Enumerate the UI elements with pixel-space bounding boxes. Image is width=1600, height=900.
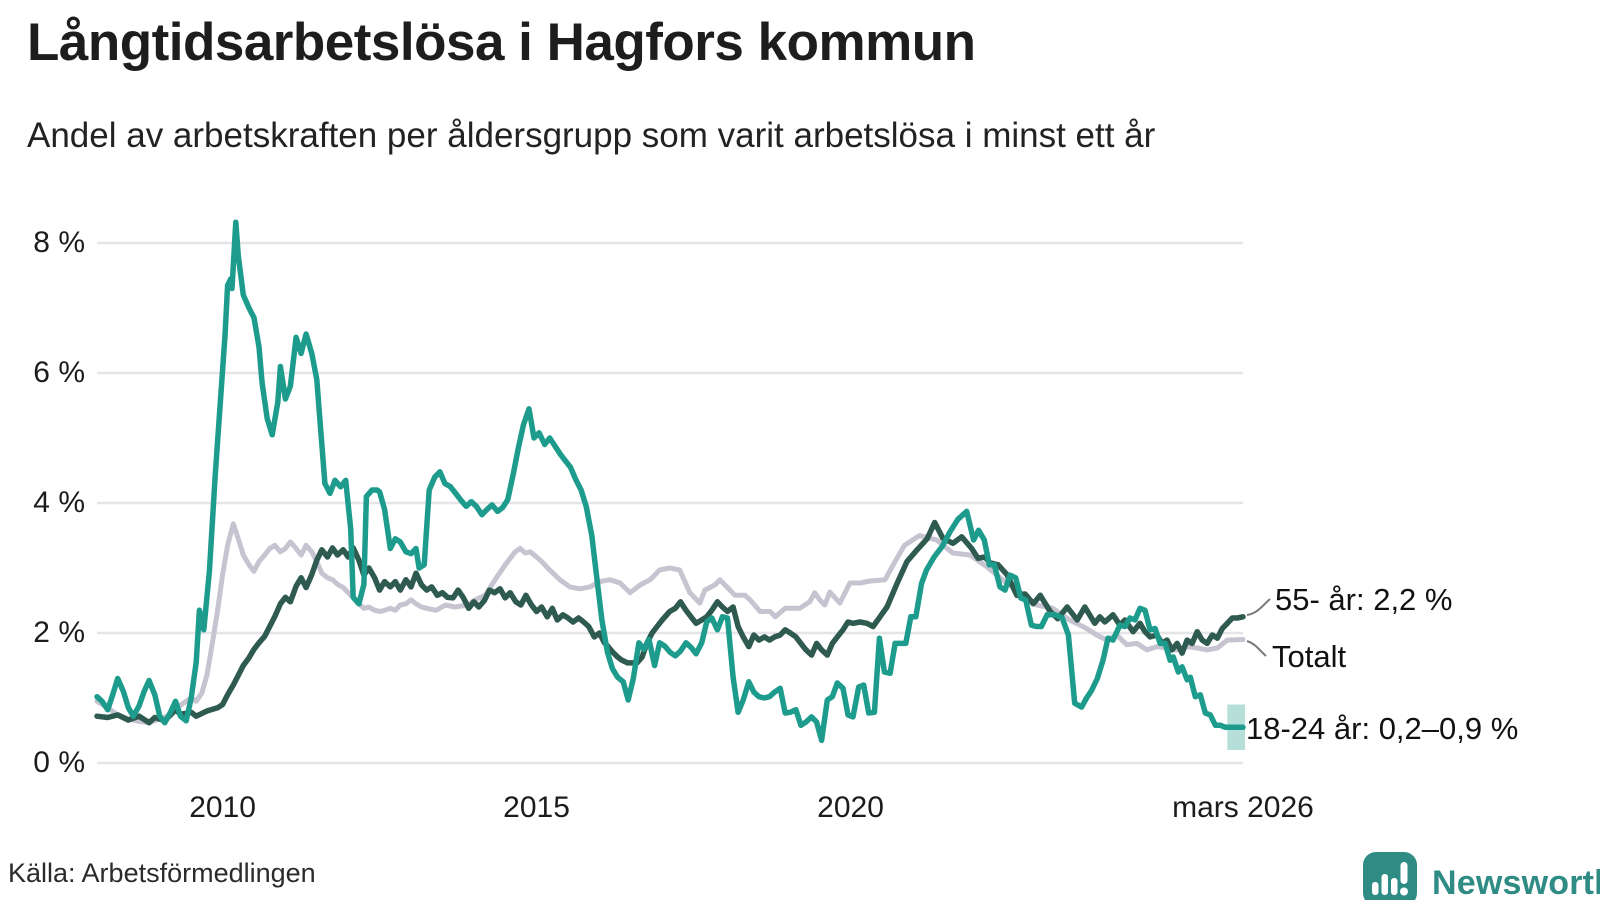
newsworthy-logo[interactable]: Newsworthy — [1362, 851, 1600, 900]
gridlines — [97, 241, 1243, 765]
annotation-55-ar: 55- år: 2,2 % — [1275, 582, 1453, 617]
page-title: Långtidsarbetslösa i Hagfors kommun — [27, 13, 976, 72]
annotation-totalt: Totalt — [1272, 639, 1347, 674]
series-line-18-24 år — [94, 219, 1246, 744]
y-axis-tick-label: 4 % — [33, 486, 85, 519]
x-axis-tick-label: 2010 — [189, 791, 256, 824]
x-axis-tick-label: 2015 — [503, 791, 570, 824]
newsworthy-wordmark: Newsworthy — [1432, 863, 1600, 900]
newsworthy-icon — [1363, 852, 1417, 900]
y-axis-tick-label: 6 % — [33, 356, 85, 389]
series-line-Totalt — [94, 521, 1246, 726]
annotation-18-24-ar: 18-24 år: 0,2–0,9 % — [1246, 711, 1519, 746]
x-axis-tick-label: 2020 — [817, 791, 884, 824]
y-axis-tick-label: 8 % — [33, 226, 85, 259]
y-axis-tick-label: 2 % — [33, 616, 85, 649]
source-note: Källa: Arbetsförmedlingen — [8, 858, 316, 888]
x-axis-tick-label: mars 2026 — [1172, 791, 1314, 824]
annotation-connector-totalt — [1246, 640, 1267, 657]
y-axis-tick-label: 0 % — [33, 746, 85, 779]
annotation-connector-55 — [1246, 598, 1271, 616]
page-subtitle: Andel av arbetskraften per åldersgrupp s… — [27, 116, 1156, 155]
series-lines — [94, 219, 1246, 744]
